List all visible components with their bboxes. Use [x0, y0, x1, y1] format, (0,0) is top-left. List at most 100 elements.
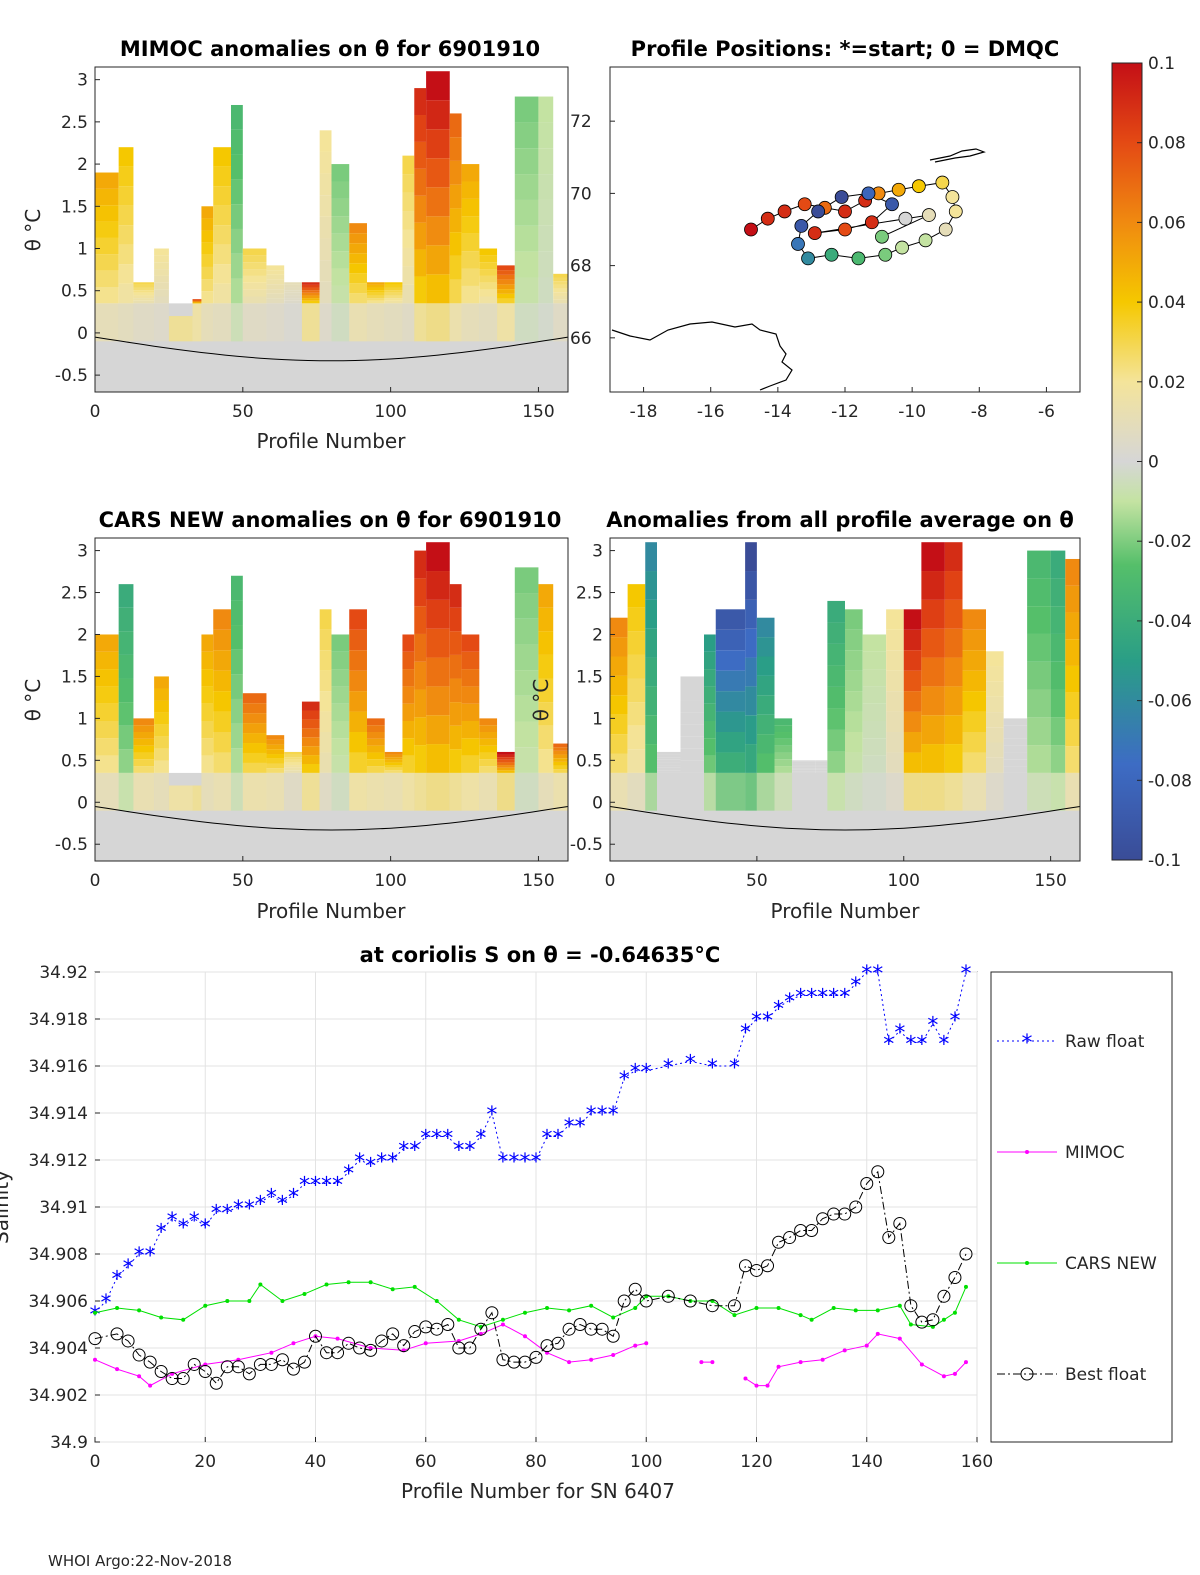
- series-point-1: [522, 1334, 527, 1339]
- colorbar-tick-label: -0.02: [1148, 532, 1192, 552]
- heatmap-cell: [213, 225, 231, 245]
- heatmap-cell: [1003, 752, 1028, 760]
- heatmap-cell: [201, 772, 214, 811]
- heatmap-cell: [745, 772, 757, 811]
- heatmap-cell: [845, 711, 863, 733]
- heatmap-cell: [349, 772, 367, 811]
- heatmap-cell: [242, 248, 267, 256]
- best-float-marker: [639, 1294, 653, 1308]
- heatmap-cell: [349, 303, 367, 342]
- best-float-marker: [904, 1299, 918, 1313]
- heatmap-cell: [461, 703, 480, 721]
- heatmap-cell: [366, 718, 385, 726]
- heatmap-cell: [230, 228, 243, 254]
- best-float-marker: [430, 1322, 444, 1336]
- heatmap-cell: [553, 754, 568, 759]
- best-float-marker: [386, 1327, 400, 1341]
- y-tick-label: 2.5: [61, 113, 88, 133]
- heatmap-cell: [118, 205, 134, 226]
- x-tick-label: -18: [630, 402, 658, 422]
- heatmap-cell: [242, 723, 267, 734]
- heatmap-cell: [414, 195, 427, 223]
- salinity-title: at coriolis S on θ = -0.64635°C: [360, 943, 721, 967]
- heatmap-cell: [497, 757, 515, 760]
- heatmap-cell: [213, 732, 231, 753]
- raw-float-marker: *: [387, 1150, 398, 1175]
- profile-position-marker: [885, 197, 899, 212]
- raw-float-marker: *: [321, 1174, 332, 1199]
- series-point-1: [941, 1374, 946, 1379]
- series-point-2: [159, 1315, 164, 1320]
- heatmap-cell: [479, 289, 498, 297]
- heatmap-cell: [201, 291, 214, 304]
- heatmap-cell: [479, 725, 498, 733]
- x-tick-label: 80: [525, 1452, 547, 1472]
- heatmap-cell: [944, 571, 963, 600]
- heatmap-cell: [497, 772, 515, 811]
- cars-xlabel: Profile Number: [257, 899, 407, 923]
- heatmap-cell: [319, 216, 332, 239]
- colorbar-tick-label: 0.04: [1148, 293, 1186, 313]
- heatmap-cell: [449, 678, 462, 703]
- heatmap-cell: [1003, 738, 1028, 746]
- heatmap-cell: [230, 698, 243, 724]
- heatmap-cell: [266, 758, 285, 764]
- heatmap-cell: [426, 129, 450, 159]
- heatmap-cell: [1003, 745, 1028, 753]
- heatmap-cell: [449, 584, 462, 608]
- series-point-2: [434, 1299, 439, 1303]
- heatmap-cell: [962, 650, 986, 671]
- heatmap-cell: [774, 738, 793, 746]
- heatmap-cell: [553, 295, 568, 300]
- best-float-marker: [165, 1372, 179, 1386]
- heatmap-cell: [461, 198, 480, 217]
- heatmap-cell: [657, 751, 681, 755]
- heatmap-cell: [230, 723, 243, 749]
- heatmap-cell: [266, 768, 285, 773]
- heatmap-cell: [862, 669, 887, 687]
- legend-label: CARS NEW: [1065, 1254, 1157, 1274]
- heatmap-cell: [426, 715, 450, 745]
- heatmap-cell: [815, 763, 828, 766]
- heatmap-cell: [1050, 745, 1066, 773]
- heatmap-cell: [745, 657, 757, 687]
- heatmap-cell: [756, 714, 775, 735]
- best-float-marker: [485, 1306, 499, 1320]
- y-tick-label: 34.908: [29, 1245, 88, 1265]
- heatmap-cell: [704, 738, 716, 756]
- heatmap-cell: [201, 303, 214, 342]
- heatmap-cell: [331, 755, 350, 773]
- heatmap-cell: [349, 223, 367, 234]
- heatmap-cell: [745, 542, 757, 572]
- y-tick-label: 2: [77, 155, 88, 175]
- heatmap-cell: [230, 253, 243, 279]
- best-float-marker: [529, 1350, 543, 1364]
- heatmap-cell: [414, 550, 427, 579]
- heatmap-cell: [349, 243, 367, 254]
- heatmap-cell: [349, 273, 367, 284]
- heatmap-cell: [95, 287, 119, 304]
- x-tick-label: -10: [898, 402, 926, 422]
- heatmap-cell: [201, 254, 214, 267]
- heatmap-cell: [349, 629, 367, 651]
- heatmap-cell: [402, 192, 415, 212]
- heatmap-cell: [986, 666, 1004, 682]
- heatmap-cell: [319, 151, 332, 174]
- heatmap-cell: [133, 282, 155, 285]
- heatmap-cell: [95, 686, 119, 704]
- series-point-2: [390, 1287, 395, 1292]
- series-point-2: [633, 1306, 638, 1311]
- heatmap-cell: [154, 255, 169, 263]
- profile-position-marker: [948, 204, 963, 219]
- heatmap-cell: [213, 609, 231, 630]
- heatmap-cell: [553, 299, 568, 304]
- raw-float-marker: *: [486, 1103, 497, 1128]
- heatmap-cell: [461, 634, 480, 652]
- heatmap-cell: [680, 772, 704, 811]
- heatmap-cell: [95, 221, 119, 238]
- heatmap-cell: [168, 316, 193, 342]
- profile-position-marker: [801, 251, 815, 266]
- cars-ylabel: θ °C: [21, 679, 45, 722]
- heatmap-cell: [538, 725, 554, 750]
- raw-float-marker: *: [608, 1103, 619, 1128]
